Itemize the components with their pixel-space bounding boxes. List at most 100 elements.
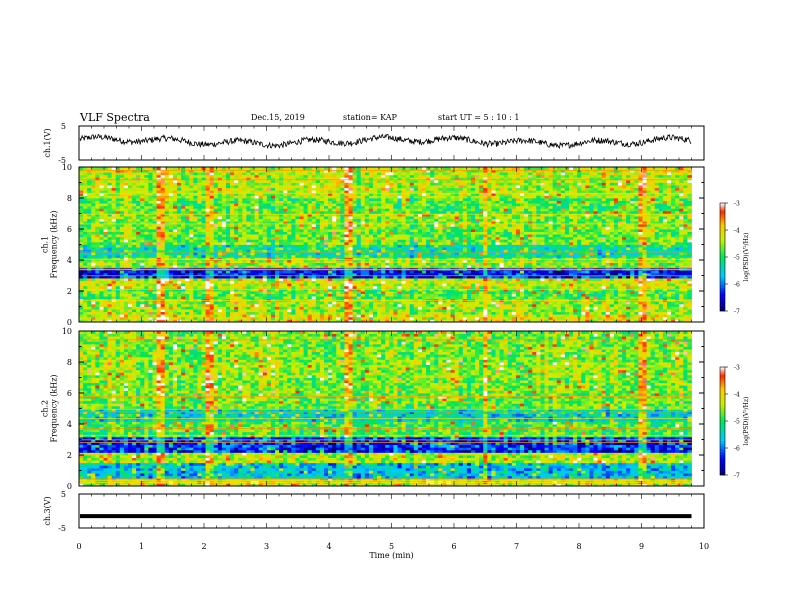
spectrogram-cell [108,242,112,245]
spectrogram-cell [312,286,316,289]
spectrogram-cell [267,314,271,317]
spectrogram-cell [87,211,91,214]
spectrogram-cell [316,288,320,291]
spectrogram-cell [353,288,357,291]
spectrogram-cell [95,314,99,317]
spectrogram-cell [112,294,116,297]
spectrogram-cell [304,211,308,214]
spectrogram-cell [91,281,95,284]
spectrogram-cell [165,208,169,211]
spectrogram-cell [132,263,136,266]
spectrogram-cell [177,257,181,260]
spectrogram-cell [324,208,328,211]
spectrogram-cell [238,198,242,201]
spectrogram-cell [144,201,148,204]
spectrogram-cell [116,180,120,183]
spectrogram-cell [320,309,324,312]
spectrogram-cell [267,190,271,193]
spectrogram-cell [124,317,128,320]
spectrogram-cell [108,263,112,266]
spectrogram-cell [263,234,267,237]
spectrogram-cell [336,283,340,286]
spectrogram-cell [173,190,177,193]
spectrogram-cell [169,278,173,281]
spectrogram-cell [295,226,299,229]
spectrogram-cell [353,170,357,173]
spectrogram-cell [328,208,332,211]
spectrogram-cell [108,203,112,206]
spectrogram-cell [165,185,169,188]
spectrogram-cell [112,314,116,317]
spectrogram-cell [104,172,108,175]
spectrogram-cell [124,270,128,273]
spectrogram-cell [165,237,169,240]
spectrogram-cell [308,286,312,289]
spectrogram-cell [206,304,210,307]
spectrogram-cell [255,301,259,304]
spectrogram-cell [279,180,283,183]
spectrogram-cell [291,208,295,211]
spectrogram-cell [161,242,165,245]
spectrogram-cell [79,317,83,320]
spectrogram-cell [259,170,263,173]
spectrogram-cell [128,252,132,255]
spectrogram-cell [112,278,116,281]
spectrogram-cell [353,183,357,186]
spectrogram-cell [353,270,357,273]
spectrogram-cell [332,270,336,273]
spectrogram-cell [132,317,136,320]
spectrogram-cell [271,206,275,209]
spectrogram-cell [83,281,87,284]
spectrogram-cell [226,172,230,175]
spectrogram-cell [169,294,173,297]
spectrogram-cell [112,203,116,206]
spectrogram-cell [169,170,173,173]
spectrogram-cell [120,190,124,193]
spectrogram-cell [238,242,242,245]
spectrogram-cell [324,170,328,173]
spectrogram-cell [324,255,328,258]
spectrogram-cell [99,314,103,317]
spectrogram-cell [214,185,218,188]
spectrogram-cell [210,170,214,173]
spectrogram-cell [259,278,263,281]
spectrogram-cell [128,312,132,315]
spectrogram-cell [328,281,332,284]
spectrogram-cell [206,245,210,248]
spectrogram-cell [173,172,177,175]
spectrogram-cell [295,296,299,299]
spectrogram-cell [226,226,230,229]
spectrogram-cell [153,188,157,191]
spectrogram-cell [128,175,132,178]
spectrogram-cell [218,175,222,178]
spectrogram-cell [173,175,177,178]
spectrogram-cell [230,314,234,317]
spectrogram-cell [344,180,348,183]
spectrogram-cell [108,172,112,175]
spectrogram-cell [202,198,206,201]
spectrogram-cell [136,234,140,237]
spectrogram-cell [279,229,283,232]
spectrogram-cell [344,317,348,320]
spectrogram-cell [87,185,91,188]
spectrogram-cell [157,195,161,198]
spectrogram-cell [234,286,238,289]
spectrogram-cell [99,206,103,209]
spectrogram-cell [116,286,120,289]
spectrogram-cell [83,314,87,317]
spectrogram-cell [242,307,246,310]
spectrogram-cell [275,185,279,188]
spectrogram-cell [144,190,148,193]
spectrogram-cell [193,245,197,248]
spectrogram-cell [291,307,295,310]
spectrogram-cell [99,304,103,307]
spectrogram-cell [242,257,246,260]
spectrogram-cell [87,216,91,219]
spectrogram-cell [112,317,116,320]
spectrogram-cell [83,183,87,186]
spectrogram-cell [267,183,271,186]
spectrogram-cell [169,296,173,299]
spectrogram-cell [144,281,148,284]
spectrogram-cell [136,270,140,273]
spectrogram-cell [132,237,136,240]
